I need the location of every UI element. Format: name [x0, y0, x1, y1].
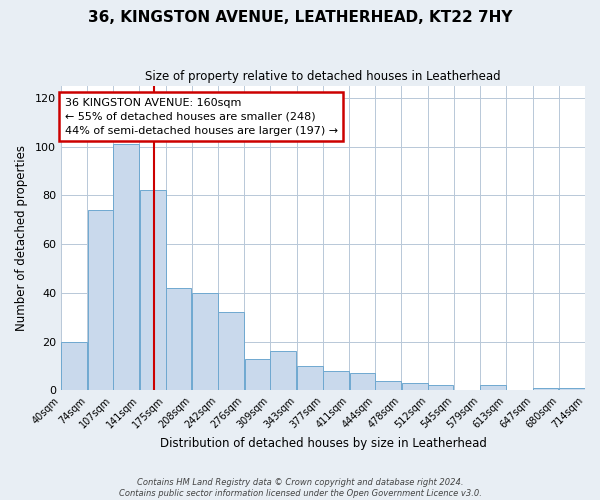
Bar	[533, 388, 559, 390]
Bar	[166, 288, 191, 390]
Bar	[218, 312, 244, 390]
Bar	[297, 366, 323, 390]
Bar	[61, 342, 87, 390]
Text: 36 KINGSTON AVENUE: 160sqm
← 55% of detached houses are smaller (248)
44% of sem: 36 KINGSTON AVENUE: 160sqm ← 55% of deta…	[65, 98, 338, 136]
Bar	[428, 386, 454, 390]
Bar	[376, 380, 401, 390]
Y-axis label: Number of detached properties: Number of detached properties	[15, 145, 28, 331]
Bar	[480, 386, 506, 390]
Bar	[245, 358, 270, 390]
Text: 36, KINGSTON AVENUE, LEATHERHEAD, KT22 7HY: 36, KINGSTON AVENUE, LEATHERHEAD, KT22 7…	[88, 10, 512, 25]
Bar	[140, 190, 166, 390]
Bar	[402, 383, 428, 390]
Title: Size of property relative to detached houses in Leatherhead: Size of property relative to detached ho…	[145, 70, 501, 83]
X-axis label: Distribution of detached houses by size in Leatherhead: Distribution of detached houses by size …	[160, 437, 487, 450]
Bar	[323, 371, 349, 390]
Text: Contains HM Land Registry data © Crown copyright and database right 2024.
Contai: Contains HM Land Registry data © Crown c…	[119, 478, 481, 498]
Bar	[192, 293, 218, 390]
Bar	[271, 352, 296, 391]
Bar	[88, 210, 113, 390]
Bar	[350, 373, 375, 390]
Bar	[113, 144, 139, 390]
Bar	[559, 388, 585, 390]
